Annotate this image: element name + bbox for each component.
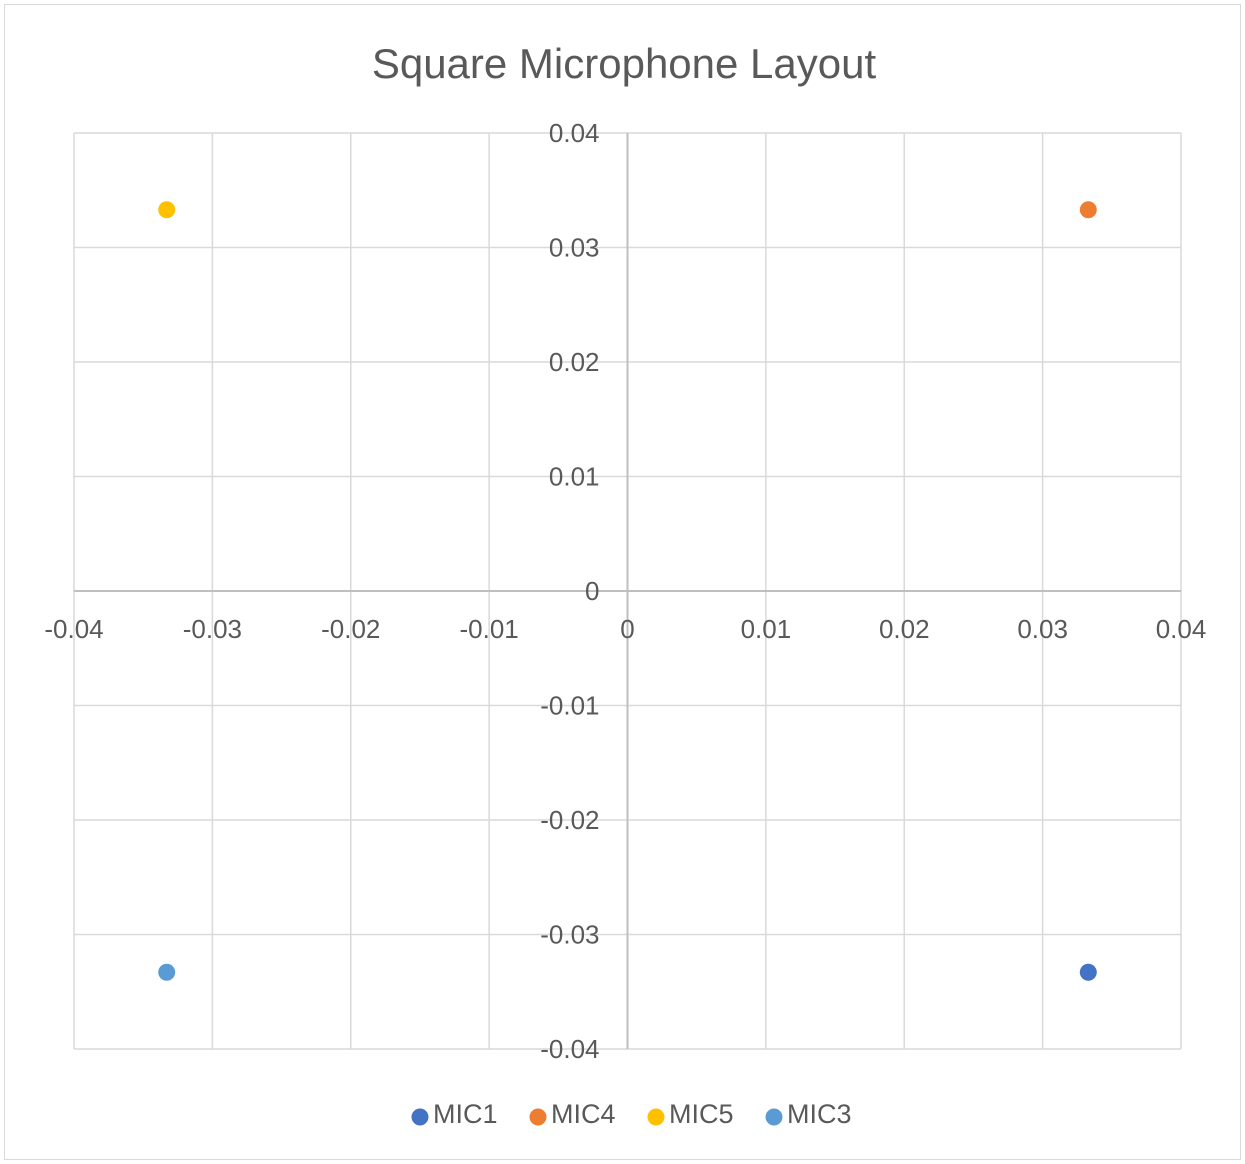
y-tick-label: 0.01: [549, 462, 600, 492]
data-points: [158, 201, 1097, 981]
tick-labels: -0.04 -0.03 -0.02 -0.01 0 0.01 0.02 0.03 0.04 0.0…: [44, 118, 1206, 1064]
chart-area: [4, 4, 1241, 1160]
x-tick-label: 0.04: [1156, 614, 1207, 644]
legend-marker: [529, 1108, 547, 1126]
data-point-mic3: [158, 963, 176, 981]
legend-item-mic4: MIC4: [529, 1099, 616, 1129]
x-tick-label: -0.01: [459, 614, 518, 644]
y-tick-label: 0.03: [549, 233, 600, 263]
x-tick-label: 0.02: [879, 614, 930, 644]
y-tick-label: 0.04: [549, 118, 600, 148]
legend-marker: [411, 1108, 429, 1126]
x-tick-label: 0: [620, 614, 634, 644]
y-tick-label: -0.04: [540, 1034, 599, 1064]
legend-label: MIC1: [433, 1099, 498, 1129]
legend-label: MIC4: [551, 1099, 616, 1129]
legend-item-mic5: MIC5: [647, 1099, 734, 1129]
legend-item-mic1: MIC1: [411, 1099, 498, 1129]
y-tick-label: 0: [585, 576, 599, 606]
chart-title: Square Microphone Layout: [372, 40, 877, 87]
x-tick-label: -0.04: [44, 614, 103, 644]
x-tick-label: 0.01: [741, 614, 792, 644]
y-tick-label: -0.02: [540, 805, 599, 835]
legend: MIC1 MIC4 MIC5 MIC3: [411, 1099, 852, 1129]
x-tick-label: -0.03: [183, 614, 242, 644]
legend-marker: [765, 1108, 783, 1126]
y-tick-label: -0.01: [540, 691, 599, 721]
data-point-mic1: [1079, 963, 1097, 981]
legend-item-mic3: MIC3: [765, 1099, 852, 1129]
data-point-mic4: [1079, 201, 1097, 219]
axes: [74, 133, 1181, 1049]
legend-label: MIC5: [669, 1099, 734, 1129]
legend-marker: [647, 1108, 665, 1126]
legend-label: MIC3: [787, 1099, 852, 1129]
y-tick-label: -0.03: [540, 920, 599, 950]
y-tick-label: 0.02: [549, 347, 600, 377]
x-tick-label: -0.02: [321, 614, 380, 644]
data-point-mic5: [158, 201, 176, 219]
x-tick-label: 0.03: [1017, 614, 1068, 644]
